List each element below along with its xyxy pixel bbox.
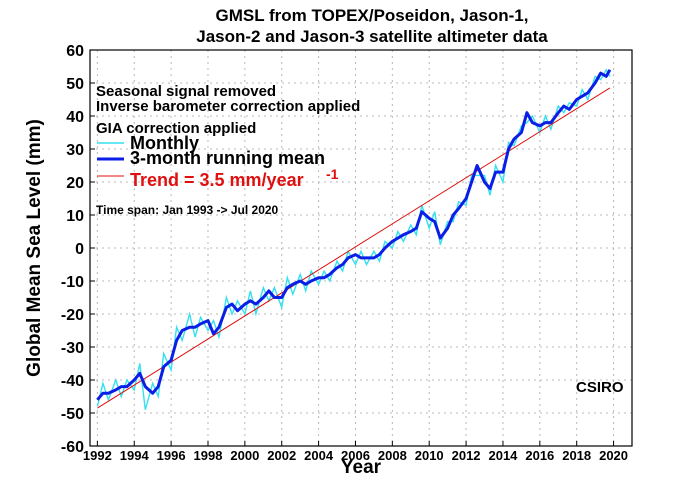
x-tick-label: 2016 — [525, 448, 554, 463]
y-tick-label: 20 — [66, 175, 84, 192]
annotation-time-span: Time span: Jan 1993 -> Jul 2020 — [96, 203, 279, 217]
y-tick-labels: -60 -50 -40 -30 -20 -10 0 10 20 30 40 50 60 — [61, 43, 84, 456]
x-tick-label: 2002 — [267, 448, 296, 463]
legend: Monthly 3-month running mean Trend = 3.5… — [97, 133, 339, 190]
x-tick-label: 1994 — [120, 448, 150, 463]
x-tick-label: 2004 — [304, 448, 334, 463]
plot-frame — [89, 49, 633, 447]
y-tick-label: 60 — [66, 43, 84, 60]
y-axis-label: Global Mean Sea Level (mm) — [24, 119, 45, 377]
x-tick-label: 1998 — [194, 448, 223, 463]
x-tick-labels: 1992 1994 1996 1998 2000 2002 2004 2006 2008 2010… — [83, 448, 628, 463]
y-tick-label: 50 — [66, 76, 84, 93]
y-tick-label: -40 — [61, 373, 84, 390]
x-tick-label: 1992 — [83, 448, 112, 463]
x-tick-label: 1996 — [157, 448, 186, 463]
y-tick-label: -50 — [61, 406, 84, 423]
x-axis-label: Year — [341, 457, 382, 478]
y-tick-label: 0 — [75, 241, 84, 258]
y-tick-label: -30 — [61, 340, 84, 357]
y-tick-label: -60 — [61, 439, 84, 456]
x-tick-label: 2014 — [488, 448, 518, 463]
legend-trend-superscript: -1 — [326, 166, 339, 182]
y-tick-label: 40 — [66, 109, 84, 126]
monthly-series-line — [96, 68, 611, 410]
grid-layer — [90, 49, 632, 447]
chart-title-line-2: Jason-2 and Jason-3 satellite altimeter … — [196, 27, 548, 46]
x-tick-label: 2008 — [378, 448, 407, 463]
running-mean-series-line — [96, 69, 612, 401]
annotation-seasonal: Seasonal signal removed — [96, 83, 276, 100]
y-tick-label: -20 — [61, 307, 84, 324]
trend-line — [97, 87, 611, 409]
legend-label-monthly: Monthly — [130, 133, 199, 153]
y-tick-label: 10 — [66, 208, 84, 225]
series-layer — [96, 68, 612, 410]
annotation-csiro: CSIRO — [576, 379, 624, 396]
annotation-gia: GIA correction applied — [96, 120, 256, 137]
chart-title-line-1: GMSL from TOPEX/Poseidon, Jason-1, — [216, 6, 529, 25]
x-tick-label: 2010 — [415, 448, 444, 463]
x-tick-label: 2012 — [452, 448, 481, 463]
legend-label-running-mean: 3-month running mean — [130, 148, 325, 168]
y-tick-label: 30 — [66, 142, 84, 159]
legend-label-trend: Trend = 3.5 mm/year — [130, 170, 304, 190]
x-tick-label: 2006 — [341, 448, 370, 463]
x-tick-label: 2000 — [230, 448, 259, 463]
y-tick-label: -10 — [61, 274, 84, 291]
x-tick-label: 2018 — [562, 448, 591, 463]
x-tick-label: 2020 — [599, 448, 628, 463]
annotation-inverse-barometer: Inverse barometer correction applied — [96, 98, 360, 115]
